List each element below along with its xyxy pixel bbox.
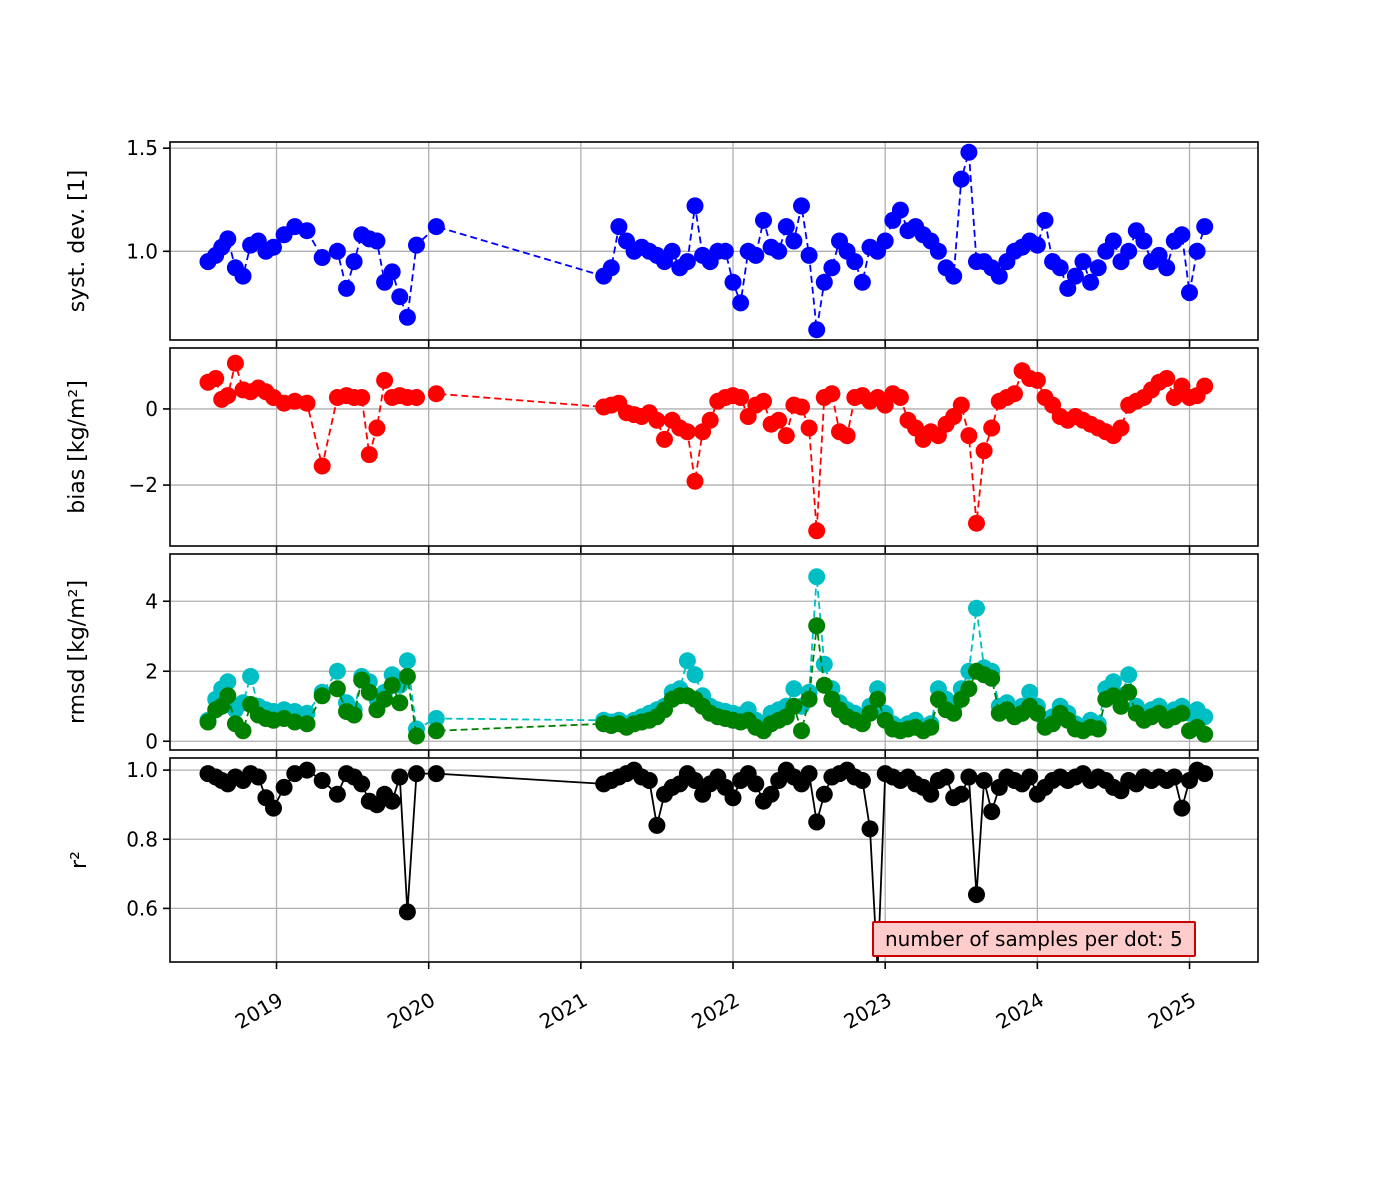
panel-0: 1.0 1.5 syst. dev. [1] xyxy=(65,136,1259,347)
series-points-rmsd-green xyxy=(199,617,1214,745)
gridlines xyxy=(170,142,1258,340)
ytick-label: −2 xyxy=(129,473,158,497)
gridlines xyxy=(170,348,1258,546)
xtick-label: 2024 xyxy=(992,988,1048,1034)
series-points-syst-dev xyxy=(199,143,1214,339)
ytick-label: 0.8 xyxy=(126,827,158,851)
panel-1: −2 0 bias [kg/m²] xyxy=(65,347,1259,553)
y-axis-label: rmsd [kg/m²] xyxy=(65,580,90,724)
xtick-label: 2022 xyxy=(687,988,743,1034)
panel-2: 0 2 4 rmsd [kg/m²] xyxy=(65,553,1259,757)
ytick-label: 1.0 xyxy=(126,758,158,782)
y-axis-label: syst. dev. [1] xyxy=(65,170,90,313)
ytick-label: 2 xyxy=(145,659,158,683)
panel-frame xyxy=(169,141,1259,341)
ytick-label: 1.0 xyxy=(126,239,158,263)
panel-frame xyxy=(169,757,1259,963)
ytick-label: 0.6 xyxy=(126,896,158,920)
y-axis-label: bias [kg/m²] xyxy=(65,380,90,514)
xtick-label: 2025 xyxy=(1144,988,1200,1034)
xtick-label: 2021 xyxy=(535,988,591,1034)
series-points-r2 xyxy=(199,761,1214,921)
series-line-bias xyxy=(207,359,1206,531)
samples-per-dot-annotation: number of samples per dot: 5 xyxy=(872,921,1196,957)
ytick-label: 0 xyxy=(145,729,158,753)
series-points-bias xyxy=(199,354,1214,540)
xtick-label: 2020 xyxy=(383,988,439,1034)
xtick-label: 2019 xyxy=(231,988,287,1034)
panel-frame xyxy=(169,553,1259,751)
ytick-label: 1.5 xyxy=(126,136,158,160)
y-axis-label: r² xyxy=(67,851,92,869)
panel-3: 0.6 0.8 1.0 r² xyxy=(67,757,1259,969)
ytick-label: 0 xyxy=(145,397,158,421)
panel-frame xyxy=(169,347,1259,547)
xtick-label: 2023 xyxy=(840,988,896,1034)
ytick-label: 4 xyxy=(145,589,158,613)
